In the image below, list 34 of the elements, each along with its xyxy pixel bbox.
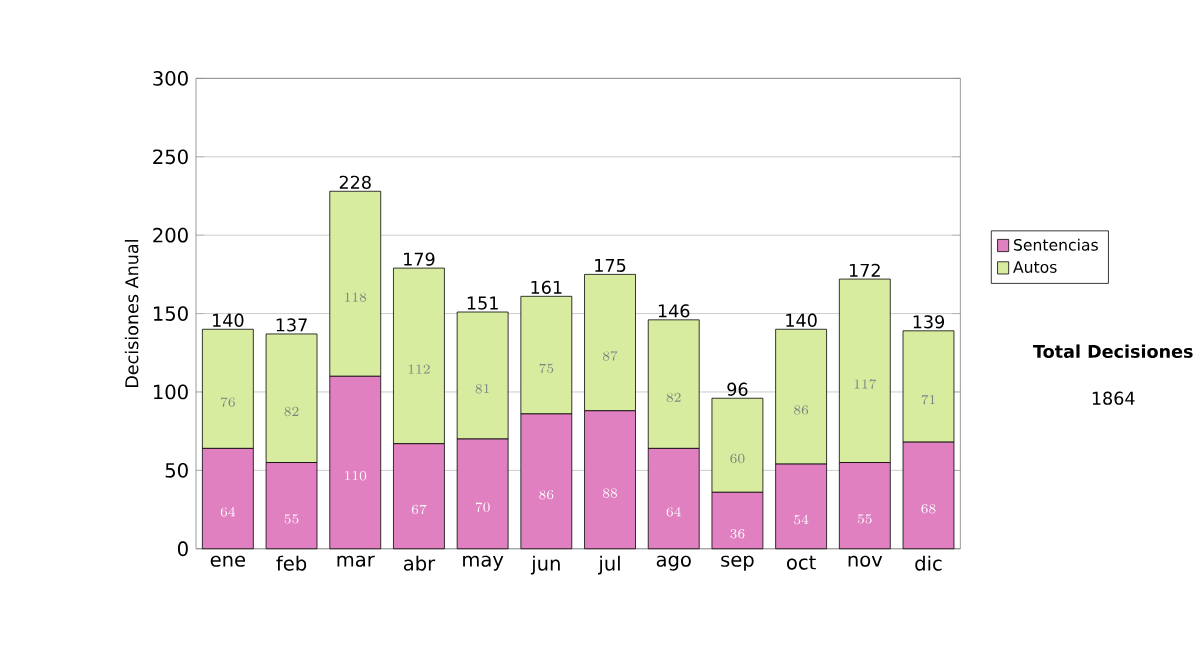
y-axis-title: Decisiones Anual: [124, 239, 139, 387]
x-tick-label: feb: [276, 555, 307, 571]
y-tick-label: 150: [153, 306, 188, 321]
x-tick-label: ago: [656, 555, 691, 571]
y-tick-label: 250: [153, 149, 188, 165]
x-tick-label: abr: [403, 555, 436, 571]
y-tick-label: 300: [153, 70, 188, 86]
x-tick-label: dic: [915, 555, 942, 571]
x-tick-label: ene: [210, 555, 246, 567]
x-tick-label: jul: [598, 555, 620, 575]
total-label: 228: [339, 175, 371, 189]
y-tick-label: 200: [153, 227, 188, 243]
total-label: 140: [213, 313, 244, 327]
total-label: 137: [276, 318, 307, 332]
x-tick-label: oct: [787, 555, 816, 570]
total-label: 172: [849, 263, 880, 277]
total-label: 96: [727, 382, 748, 396]
text: 1864: [1092, 391, 1135, 405]
total-label: 151: [467, 296, 498, 310]
text: Total Decisiones: [1033, 344, 1193, 358]
total-label: 140: [786, 313, 817, 327]
y-tick-label: 0: [177, 541, 188, 556]
total-label: 179: [404, 252, 435, 266]
x-tick-label: may: [463, 555, 504, 571]
y-tick-label: 100: [153, 384, 188, 400]
total-label: 161: [531, 280, 562, 294]
x-tick-label: nov: [848, 555, 883, 567]
x-tick-label: sep: [721, 555, 754, 571]
total-label: 139: [913, 315, 945, 329]
y-tick-label: 50: [165, 462, 188, 478]
x-tick-label: mar: [337, 555, 375, 567]
total-label: 146: [658, 304, 690, 318]
total-label: 175: [595, 258, 626, 272]
x-tick-label: jun: [530, 555, 560, 575]
